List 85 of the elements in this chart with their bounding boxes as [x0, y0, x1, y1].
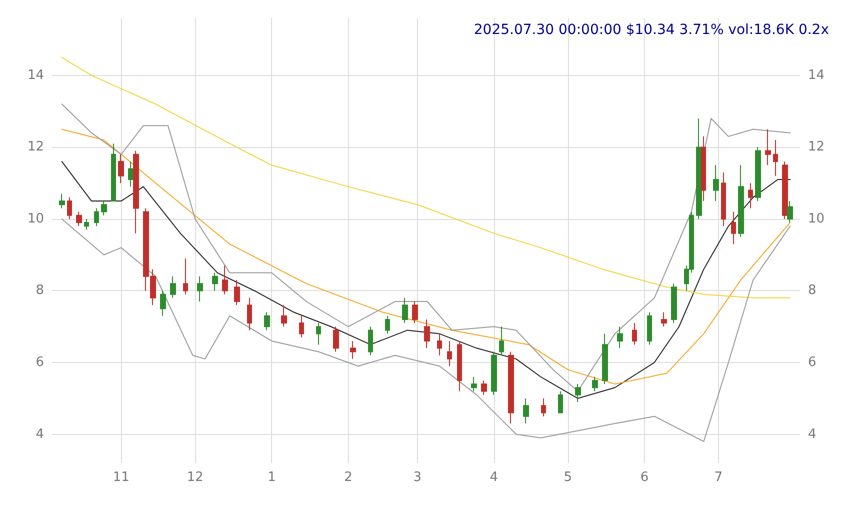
candlestick	[316, 322, 321, 346]
candlestick	[133, 150, 139, 234]
x-tick-label: 5	[564, 470, 572, 485]
candlestick	[183, 258, 188, 295]
candlestick	[671, 283, 677, 324]
y-tick-label: 12	[27, 140, 44, 155]
x-tick-label: 2	[344, 470, 352, 485]
candlestick	[701, 136, 706, 202]
y2-tick-label: 14	[808, 68, 825, 83]
y-tick-label: 4	[36, 426, 44, 442]
candlestick	[541, 398, 546, 417]
candlestick	[713, 164, 719, 202]
candlestick	[491, 351, 497, 396]
candlestick	[499, 326, 504, 356]
y-tick-label: 8	[36, 283, 44, 298]
candlestick	[457, 340, 462, 392]
candlestick	[558, 390, 563, 414]
candlestick	[234, 279, 240, 306]
candlestick	[437, 333, 442, 356]
candlestick	[447, 340, 452, 367]
candlestick	[212, 272, 218, 292]
x-tick-label: 7	[714, 470, 723, 485]
line-series	[61, 56, 791, 298]
candlestick	[94, 208, 99, 227]
candlestick	[773, 140, 778, 176]
y2-tick-label: 6	[808, 355, 816, 370]
candlestick	[402, 297, 408, 324]
candlestick	[160, 290, 166, 316]
candlestick	[247, 297, 252, 331]
candlestick	[592, 376, 598, 392]
x-tick-label: 11	[112, 470, 130, 485]
x-tick-label: 6	[640, 470, 649, 485]
candlestick	[118, 154, 124, 184]
candlestick	[101, 200, 107, 216]
y-tick-label: 10	[27, 211, 44, 226]
candlestick	[602, 333, 608, 385]
candlestick	[67, 196, 72, 220]
candlestick	[748, 182, 753, 209]
candlestick	[787, 200, 793, 224]
candlestick	[59, 193, 65, 209]
candlestick	[412, 301, 418, 324]
x-tick-label: 3	[413, 470, 422, 485]
candlestick	[76, 211, 82, 227]
candlestick	[765, 128, 771, 166]
y-tick-label: 14	[27, 68, 44, 83]
y2-tick-label: 4	[808, 426, 816, 442]
y2-tick-label: 10	[808, 211, 825, 226]
x-tick-label: 1	[268, 470, 276, 485]
candlestick	[385, 315, 390, 334]
chart-title: 2025.07.30 00:00:00 $10.34 3.71% vol:18.6K 0.2x	[474, 22, 830, 38]
candlestick	[170, 276, 176, 298]
candlestick	[523, 398, 529, 424]
candlestick	[281, 304, 287, 328]
candlestick	[111, 143, 116, 202]
candlestick	[782, 161, 788, 220]
candlestick	[264, 312, 270, 331]
candlestick	[647, 312, 652, 346]
candlestick	[368, 326, 373, 356]
x-tick-label: 12	[186, 470, 204, 485]
candlestick	[617, 326, 623, 349]
candlestick	[696, 118, 702, 220]
candlestick	[632, 322, 637, 346]
candlestick	[738, 164, 744, 238]
candlestick	[731, 211, 736, 245]
candlestick	[333, 326, 339, 352]
candlestick	[508, 351, 514, 424]
candlestick	[197, 276, 203, 302]
x-tick-label: 4	[490, 470, 498, 485]
candlestick	[424, 318, 430, 349]
candlestick	[575, 384, 581, 402]
candlestick	[128, 161, 134, 188]
y2-tick-label: 8	[808, 283, 816, 298]
candlestick	[471, 376, 477, 392]
candlestick	[755, 146, 761, 202]
candlestick	[299, 315, 304, 338]
candlestick	[350, 340, 356, 360]
candlestick	[481, 380, 487, 396]
candlestick	[721, 172, 726, 227]
candlestick	[84, 218, 89, 230]
y-tick-label: 6	[36, 355, 44, 370]
line-series	[61, 161, 791, 399]
y2-tick-label: 12	[808, 140, 825, 155]
candlestick	[661, 312, 667, 328]
candlestick	[222, 265, 228, 295]
line-series	[61, 218, 791, 442]
